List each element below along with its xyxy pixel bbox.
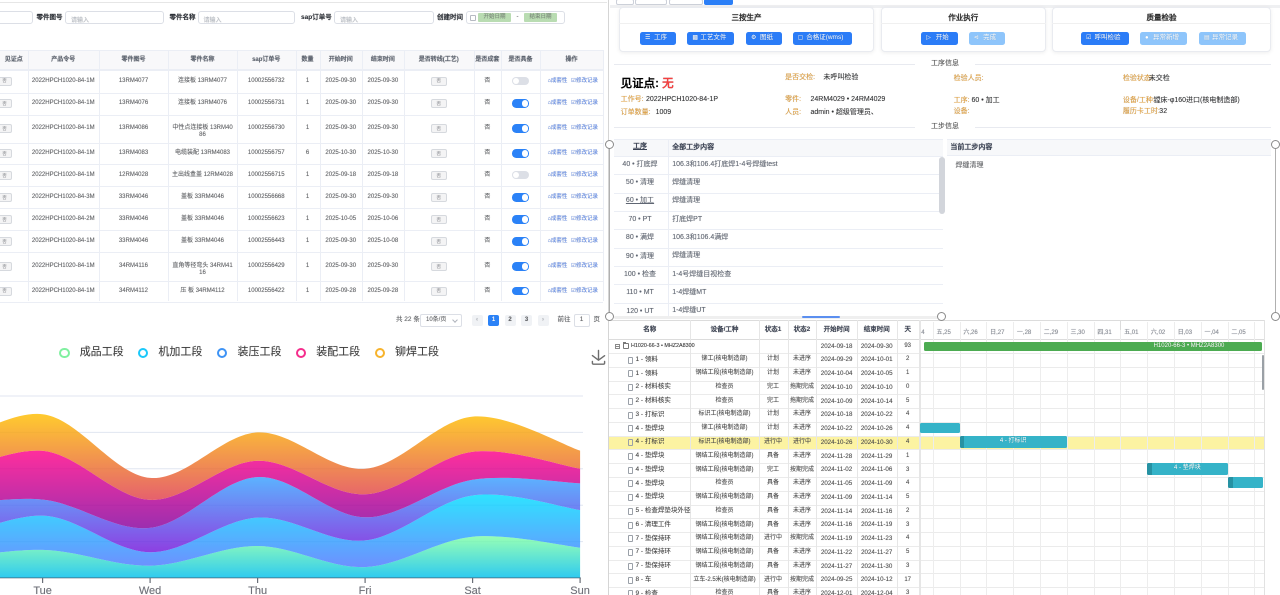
- svg-text:Sat: Sat: [464, 585, 481, 595]
- svg-text:Sun: Sun: [570, 585, 590, 595]
- svg-text:Fri: Fri: [359, 585, 372, 595]
- svg-text:Wed: Wed: [139, 585, 161, 595]
- svg-text:Thu: Thu: [248, 585, 267, 595]
- svg-text:Tue: Tue: [33, 585, 52, 595]
